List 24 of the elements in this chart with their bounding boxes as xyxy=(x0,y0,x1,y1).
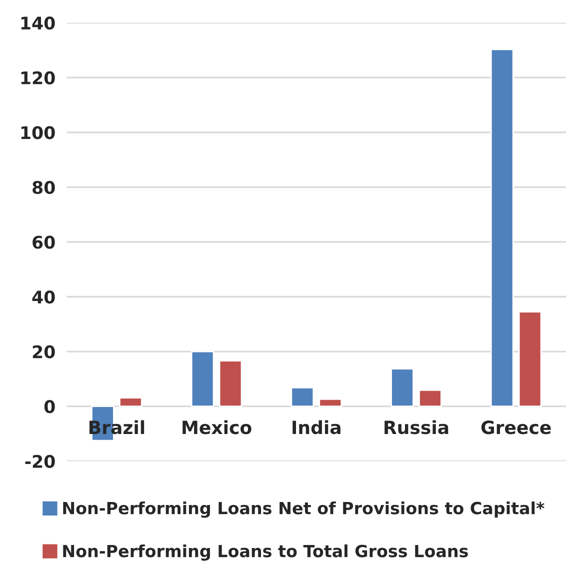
legend-label: Non-Performing Loans Net of Provisions to Capital* xyxy=(63,502,544,518)
bar xyxy=(318,398,342,408)
bar xyxy=(418,389,442,408)
x-tick-label: Mexico xyxy=(182,420,252,434)
bar xyxy=(119,397,142,408)
bar xyxy=(290,387,314,408)
bar xyxy=(390,368,414,408)
bar xyxy=(218,360,242,408)
y-tick-label: 140 xyxy=(21,16,55,30)
y-tick-label: 20 xyxy=(32,345,55,358)
y-tick-label: 100 xyxy=(21,126,55,140)
x-tick-label: Greece xyxy=(481,420,551,434)
bar xyxy=(490,48,514,408)
y-tick-label: 0 xyxy=(44,400,55,414)
y-tick-label: 60 xyxy=(32,236,55,249)
legend-label: Non-Performing Loans to Total Gross Loans xyxy=(63,544,468,561)
y-tick-label: 40 xyxy=(32,290,55,304)
x-tick-label: Russia xyxy=(384,420,448,434)
y-tick-label: 120 xyxy=(21,71,55,84)
x-tick-label: India xyxy=(292,420,340,434)
bar xyxy=(190,350,214,408)
y-tick-label: 80 xyxy=(32,180,55,194)
y-tick-label: -20 xyxy=(25,454,55,468)
bar xyxy=(518,311,542,408)
